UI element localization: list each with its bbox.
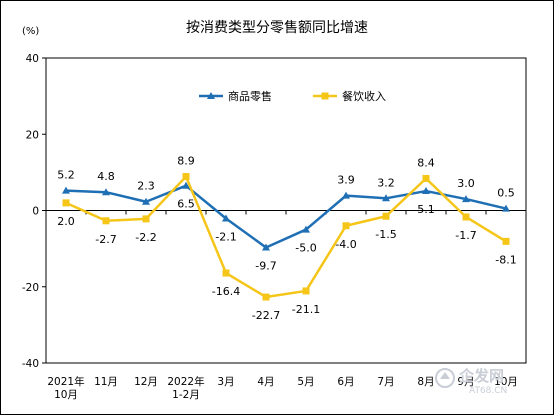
- data-point: [182, 173, 190, 181]
- data-label: 8.9: [177, 155, 195, 168]
- data-point: [342, 222, 350, 230]
- data-label: -9.7: [255, 259, 276, 272]
- x-tick-label: 11月: [94, 376, 118, 388]
- y-tick-label: 40: [26, 53, 39, 65]
- data-point: [142, 197, 150, 205]
- data-point: [382, 194, 390, 202]
- data-point: [502, 204, 510, 212]
- data-label: -2.7: [95, 233, 116, 246]
- series-line: [65, 184, 507, 249]
- data-point: [462, 195, 470, 203]
- x-tick-label: 10月: [54, 389, 78, 401]
- data-label: -16.4: [212, 285, 240, 298]
- data-point: [102, 217, 110, 225]
- data-labels: 5.2 4.8 2.3 6.5 -2.1 -9.7 -5.0 3.9 3.2 5.1 3.0 0.5 2…: [57, 155, 516, 322]
- data-label: -1.7: [455, 229, 476, 242]
- legend: 商品零售 餐饮收入: [199, 89, 386, 103]
- x-tick-label: 3月: [217, 376, 234, 388]
- y-tick-label: 20: [26, 129, 39, 141]
- data-point: [382, 212, 390, 220]
- x-tick-label: 6月: [337, 376, 354, 388]
- legend-label: 餐饮收入: [342, 89, 386, 103]
- data-point: [142, 215, 150, 223]
- data-point: [102, 188, 110, 196]
- data-label: -21.1: [292, 303, 320, 316]
- data-point: [502, 237, 510, 245]
- y-tick-label: -20: [22, 282, 39, 294]
- data-point: [222, 269, 230, 277]
- x-tick-label: 2022年: [167, 375, 204, 388]
- data-label: 6.5: [177, 198, 195, 211]
- x-tick-label: 5月: [297, 376, 314, 388]
- chart-title: 按消费类型分零售额同比增速: [186, 20, 368, 36]
- watermark-logo-mark: [440, 372, 450, 379]
- data-label: 2.3: [137, 180, 155, 193]
- data-label: -1.5: [375, 228, 396, 241]
- watermark-logo: [435, 368, 455, 388]
- data-label: 3.0: [457, 177, 475, 190]
- legend-marker: [207, 92, 215, 99]
- data-point: [262, 293, 270, 301]
- data-point: [462, 213, 470, 221]
- x-tick-label: 12月: [134, 376, 158, 388]
- data-point: [422, 174, 430, 182]
- data-point: [342, 191, 350, 199]
- data-label: -8.1: [495, 253, 516, 266]
- data-label: -5.0: [295, 242, 316, 255]
- watermark-logo-ring: [435, 368, 455, 388]
- series-line: [65, 175, 507, 299]
- legend-label: 商品零售: [228, 89, 272, 103]
- data-point: [302, 287, 310, 295]
- watermark: 企发网 AT68.CN: [435, 367, 507, 396]
- x-tick-label: 10月: [494, 376, 518, 388]
- data-label: 2.0: [57, 215, 75, 228]
- watermark-text: 企发网: [458, 367, 504, 385]
- legend-marker: [321, 92, 329, 100]
- y-tick-label: 0: [32, 206, 39, 218]
- data-point: [222, 214, 230, 222]
- data-label: 4.8: [97, 170, 115, 183]
- data-label: 3.9: [337, 174, 355, 187]
- data-point: [422, 187, 430, 195]
- x-tick-label: 4月: [257, 376, 274, 388]
- data-label: 3.2: [377, 176, 395, 189]
- data-point: [302, 225, 310, 233]
- x-tick-label: 8月: [417, 376, 434, 388]
- data-label: -2.2: [135, 231, 156, 244]
- x-tick-label: 7月: [377, 376, 394, 388]
- data-point: [182, 181, 190, 189]
- data-point: [62, 199, 70, 207]
- data-label: 5.2: [57, 169, 75, 182]
- y-tick-label: -40: [22, 358, 39, 370]
- data-label: -4.0: [335, 238, 356, 251]
- watermark-subtext: AT68.CN: [469, 386, 507, 396]
- x-tick-label: 2021年: [47, 375, 84, 388]
- data-label: 5.1: [417, 203, 435, 216]
- data-point: [62, 186, 70, 194]
- x-tick-label: 1-2月: [172, 389, 200, 401]
- x-tick-label: 9月: [457, 376, 474, 388]
- data-label: -2.1: [215, 231, 236, 244]
- data-point: [262, 243, 270, 251]
- series-layer: [62, 173, 510, 301]
- y-axis-unit: (%): [22, 26, 39, 37]
- data-label: 0.5: [497, 187, 515, 200]
- data-label: -22.7: [252, 309, 280, 322]
- data-label: 8.4: [417, 156, 435, 169]
